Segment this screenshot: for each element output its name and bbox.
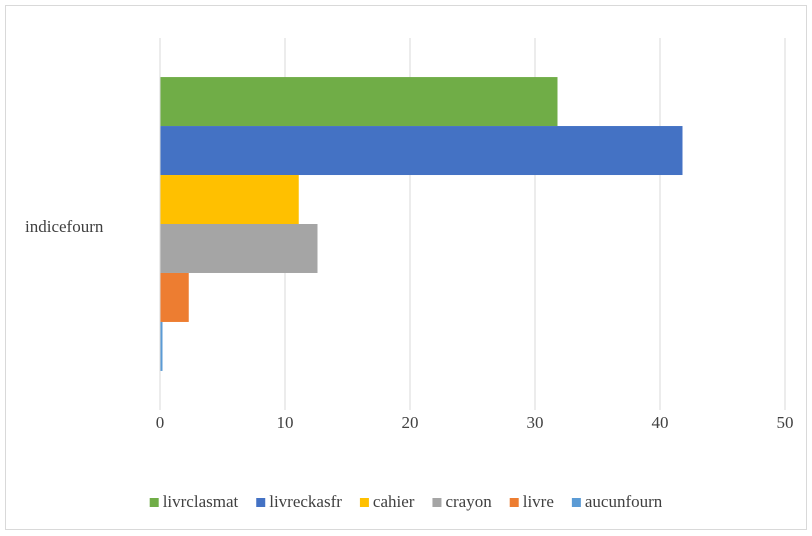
legend-swatch <box>509 498 519 507</box>
y-tick-label: indicefourn <box>25 217 104 236</box>
bar <box>160 126 683 176</box>
x-tick-label: 50 <box>777 413 794 432</box>
x-tick-label: 20 <box>402 413 419 432</box>
bar <box>160 77 558 127</box>
legend-swatch <box>432 498 442 507</box>
legend-label: cahier <box>373 492 415 511</box>
bar <box>160 175 299 224</box>
legend-label: livre <box>523 492 554 511</box>
legend-swatch <box>359 498 369 507</box>
legend-swatch <box>256 498 266 507</box>
x-tick-label: 30 <box>527 413 544 432</box>
x-tick-label: 0 <box>156 413 165 432</box>
x-tick-label: 40 <box>652 413 669 432</box>
legend-label: livrclasmat <box>163 492 239 511</box>
bar <box>160 272 189 322</box>
legend-swatch <box>571 498 581 507</box>
legend-label: aucunfourn <box>585 492 663 511</box>
bar <box>160 321 163 371</box>
legend-swatch <box>149 498 159 507</box>
x-tick-label: 10 <box>277 413 294 432</box>
bar <box>160 224 318 273</box>
legend-label: crayon <box>445 492 492 511</box>
legend-label: livreckasfr <box>269 492 342 511</box>
